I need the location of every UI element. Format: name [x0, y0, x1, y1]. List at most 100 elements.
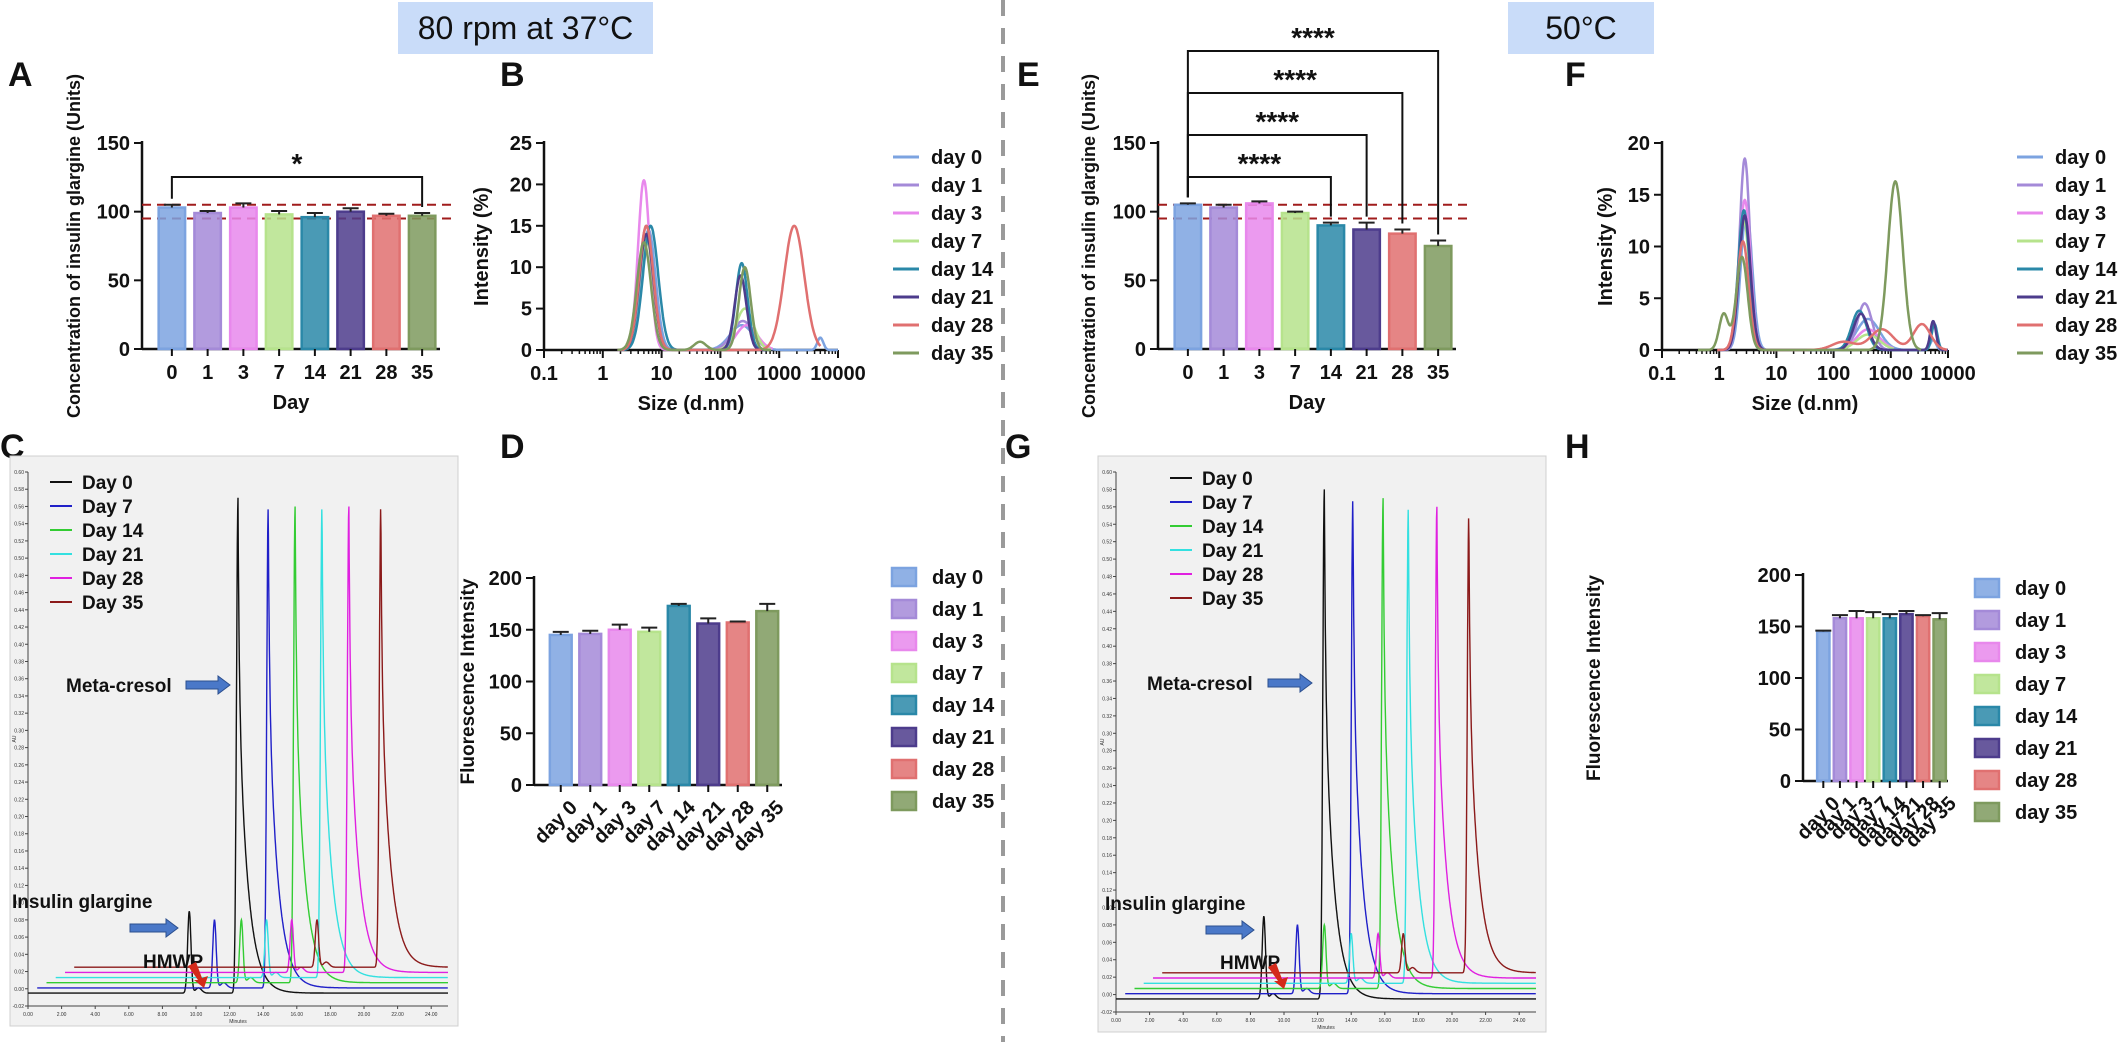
chart-c-xtick-label: 6.00	[124, 1012, 134, 1018]
chart-h-legend-swatch	[1973, 673, 2001, 695]
chart-g-ytick-label: 0.48	[1102, 575, 1112, 581]
chart-e-xtick-label: 0	[1182, 362, 1193, 384]
chart-g-xtick-label: 8.00	[1246, 1018, 1256, 1024]
chart-b-series-line	[619, 224, 822, 352]
chart-b-legend-label: day 21	[931, 287, 993, 309]
chart-e-bar	[1209, 206, 1239, 351]
chart-g-annotation-hmwp: HMWP	[1220, 953, 1280, 974]
chart-e-xtick-label: 28	[1391, 362, 1413, 384]
chart-c-xtick-label: 10.00	[190, 1012, 203, 1018]
chart-g-ytick-label: 0.26	[1102, 766, 1112, 772]
chart-b-legend-label: day 1	[931, 175, 982, 197]
chart-d-bar	[607, 628, 632, 787]
chart-g-xtick-label: 10.00	[1278, 1018, 1291, 1024]
chart-c-ytick-label: 0.52	[14, 539, 24, 545]
chart-d-bar	[755, 609, 780, 787]
chart-g-annotation-meta-cresol: Meta-cresol	[1147, 674, 1253, 695]
chart-c-ytick-label: 0.56	[14, 504, 24, 510]
chart-a-xtick-label: 28	[375, 362, 397, 384]
chart-c-ytick-label: 0.12	[14, 883, 24, 889]
chart-g-trace	[1162, 518, 1536, 974]
chart-f-legend-label: day 7	[2055, 231, 2106, 253]
chart-h-legend-swatch	[1973, 577, 2001, 599]
chart-d-bar	[637, 630, 662, 787]
chart-g-xtick-label: 16.00	[1379, 1018, 1392, 1024]
chart-g-ytick-label: 0.08	[1102, 923, 1112, 929]
chart-g-ytick-label: 0.34	[1102, 696, 1112, 702]
chart-c-legend-label: Day 7	[82, 497, 133, 518]
chart-c-ytick-label: 0.60	[14, 470, 24, 476]
chart-e-xtick-label: 14	[1320, 362, 1343, 384]
chart-c-xtick-label: 2.00	[57, 1012, 67, 1018]
chart-f-legend-label: day 0	[2055, 147, 2106, 169]
chart-f-series-line	[1697, 180, 1922, 352]
chart-h-bar	[1932, 618, 1948, 783]
chart-a-ytick-label: 50	[108, 270, 130, 292]
chart-g-xtick-label: 6.00	[1212, 1018, 1222, 1024]
chart-g-ytick-label: 0.22	[1102, 801, 1112, 807]
chart-a-xtick-label: 1	[202, 362, 213, 384]
chart-f-ytick-label: 10	[1628, 237, 1650, 259]
chart-a-bar	[300, 215, 330, 351]
chart-f-legend-label: day 28	[2055, 315, 2117, 337]
chart-g-ytick-label: 0.42	[1102, 627, 1112, 633]
chart-g-xtick-label: 22.00	[1479, 1018, 1492, 1024]
chart-c-xtick-label: 16.00	[291, 1012, 304, 1018]
chart-a-bar	[336, 210, 366, 351]
chart-c-yaxis-label: AU	[12, 735, 18, 742]
chart-c-ytick-label: 0.50	[14, 556, 24, 562]
chart-c-ytick-label: 0.16	[14, 849, 24, 855]
chart-d-legend-swatch	[890, 758, 918, 780]
chart-d-legend-swatch	[890, 598, 918, 620]
chart-d-ylabel: Fluorescence Intensity	[458, 578, 479, 784]
chart-d-legend-swatch	[890, 790, 918, 812]
chart-h-bar	[1815, 630, 1831, 783]
chart-h-ytick-label: 100	[1758, 668, 1791, 690]
chart-g-ytick-label: 0.52	[1102, 540, 1112, 546]
chart-d-legend-label: day 3	[932, 631, 983, 653]
chart-a-ylabel: Concentration of insulin glargine (Units…	[64, 74, 84, 418]
panel-label-h: H	[1565, 428, 1590, 466]
chart-d-legend-label: day 0	[932, 567, 983, 589]
chart-h-legend-label: day 28	[2015, 770, 2077, 792]
panel-label-b: B	[500, 56, 525, 94]
chart-d-ytick-label: 100	[489, 672, 522, 694]
chart-a-bar	[407, 214, 437, 351]
chart-f-legend-label: day 1	[2055, 175, 2106, 197]
panel-label-f: F	[1565, 56, 1586, 94]
chart-g-legend-label: Day 35	[1202, 589, 1264, 610]
chart-f-legend-label: day 14	[2055, 259, 2118, 281]
chart-b-xtick-label: 10	[650, 363, 672, 385]
chart-c-insulin-glargine-arrow	[129, 918, 179, 938]
chart-h-bar	[1865, 617, 1881, 783]
panel-label-a: A	[8, 56, 33, 94]
chart-c-legend-label: Day 35	[82, 593, 144, 614]
chart-h-bar	[1832, 617, 1848, 783]
chart-d-legend-label: day 28	[932, 759, 994, 781]
chart-e-bar	[1173, 203, 1203, 351]
chart-c-ytick-label: 0.22	[14, 797, 24, 803]
chart-e-ytick-label: 100	[1113, 202, 1146, 224]
chart-f-ytick-label: 0	[1639, 340, 1650, 362]
chart-c-ytick-label: 0.48	[14, 573, 24, 579]
chart-a-significance-bracket	[170, 176, 424, 208]
chart-b-xtick-label: 10000	[810, 363, 866, 385]
chart-g-ytick-label: 0.58	[1102, 487, 1112, 493]
chart-g-ytick-label: 0.40	[1102, 644, 1112, 650]
chart-g-ytick-label: 0.00	[1102, 993, 1112, 999]
chart-g-legend-label: Day 14	[1202, 517, 1264, 538]
chart-g-ytick-label: 0.16	[1102, 853, 1112, 859]
chart-f-legend-label: day 35	[2055, 343, 2117, 365]
chart-f-xtick-label: 10	[1765, 363, 1787, 385]
chart-h-ylabel: Fluorescence Intensity	[1584, 575, 1605, 781]
chart-e-xtick-label: 7	[1290, 362, 1301, 384]
chart-c-xtick-label: 4.00	[90, 1012, 100, 1018]
chart-c-trace	[74, 509, 448, 968]
chart-c-trace	[65, 506, 448, 974]
chart-d-legend-label: day 14	[932, 695, 995, 717]
chart-e-xtick-label: 1	[1218, 362, 1229, 384]
chart-g-ytick-label: 0.60	[1102, 470, 1112, 476]
chart-e-xtick-label: 35	[1427, 362, 1449, 384]
chart-g-xaxis-label: Minutes	[1317, 1025, 1335, 1031]
chart-c-ytick-label: 0.20	[14, 815, 24, 821]
